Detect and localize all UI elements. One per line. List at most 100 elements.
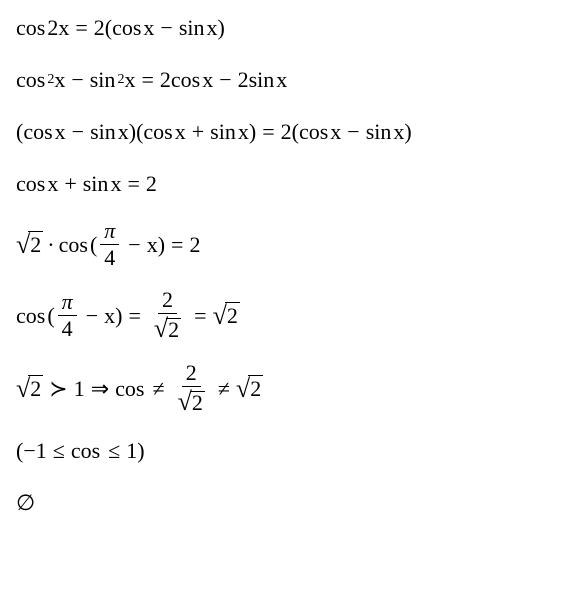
minus: − (128, 232, 140, 258)
sin: sin (83, 171, 109, 197)
le: ≤ (108, 438, 120, 464)
num: 2 (158, 289, 177, 314)
cos: cos (16, 15, 45, 41)
var: x (118, 119, 129, 145)
coef: 2 (160, 67, 171, 93)
var: x (393, 119, 404, 145)
lparen: ( (16, 119, 23, 145)
var: x (124, 67, 135, 93)
sqrt-2: √ 2 (236, 375, 263, 402)
equation-line-7: √ 2 ≻ 1 ⇒ cos ≠ 2 √ 2 ≠ √ 2 (16, 362, 552, 415)
sin: sin (90, 119, 116, 145)
dot: · (47, 232, 54, 258)
lparen: ( (16, 438, 23, 464)
two-over-root2: 2 √ 2 (174, 362, 209, 415)
neg1: −1 (23, 438, 46, 464)
var: x (143, 15, 154, 41)
coef: 2 (281, 119, 292, 145)
sqrt-2: √ 2 (16, 231, 43, 258)
var: x (330, 119, 341, 145)
sqrt-2: √ 2 (178, 389, 205, 415)
le: ≤ (53, 438, 65, 464)
coef: 2 (238, 67, 249, 93)
coef: 2 (94, 15, 105, 41)
cos: cos (16, 67, 45, 93)
cos: cos (112, 15, 141, 41)
one: 1 (126, 438, 137, 464)
radicand: 2 (225, 302, 240, 329)
four: 4 (58, 316, 77, 340)
equation-line-1: cos 2 x = 2 ( cos x − sin x ) (16, 12, 552, 44)
cos: cos (143, 119, 172, 145)
var: x (276, 67, 287, 93)
rparen: ) (129, 119, 136, 145)
var: x (147, 232, 158, 258)
rparen: ) (137, 438, 144, 464)
var: x (58, 15, 69, 41)
var: x (55, 119, 66, 145)
minus: − (219, 67, 231, 93)
coef: 2 (47, 15, 58, 41)
pi: π (100, 220, 119, 245)
cos: cos (16, 303, 45, 329)
sin: sin (366, 119, 392, 145)
two-over-root2: 2 √ 2 (150, 289, 185, 342)
minus: − (71, 67, 83, 93)
minus: − (347, 119, 359, 145)
cos: cos (16, 171, 45, 197)
lparen: ( (90, 232, 97, 258)
plus: + (192, 119, 204, 145)
cos: cos (71, 438, 100, 464)
equals: = (127, 171, 139, 197)
var: x (175, 119, 186, 145)
var: x (202, 67, 213, 93)
equals: = (75, 15, 87, 41)
equals: = (262, 119, 274, 145)
sin: sin (210, 119, 236, 145)
rparen: ) (158, 232, 165, 258)
succ: ≻ (49, 376, 67, 402)
rparen: ) (404, 119, 411, 145)
den: √ 2 (150, 314, 185, 342)
equation-line-5: √ 2 · cos ( π 4 − x ) = 2 (16, 220, 552, 269)
var: x (238, 119, 249, 145)
cos: cos (299, 119, 328, 145)
equals: = (171, 232, 183, 258)
pi: π (58, 291, 77, 316)
equation-line-8: ( −1 ≤ cos ≤ 1 ) (16, 435, 552, 467)
ne: ≠ (218, 376, 230, 402)
equals: = (141, 67, 153, 93)
radicand: 2 (190, 391, 205, 414)
plus: + (64, 171, 76, 197)
radicand: 2 (166, 318, 181, 341)
val: 2 (189, 232, 200, 258)
var: x (47, 171, 58, 197)
cos: cos (115, 376, 144, 402)
lparen: ( (292, 119, 299, 145)
lparen: ( (47, 303, 54, 329)
empty-set: ∅ (16, 490, 35, 516)
minus: − (86, 303, 98, 329)
var: x (54, 67, 65, 93)
var: x (110, 171, 121, 197)
cos: cos (171, 67, 200, 93)
sqrt-2: √ 2 (16, 375, 43, 402)
pi-over-4: π 4 (100, 220, 119, 269)
implies: ⇒ (91, 376, 109, 402)
equals: = (128, 303, 140, 329)
sin: sin (179, 15, 205, 41)
rparen: ) (218, 15, 225, 41)
var: x (104, 303, 115, 329)
equation-line-3: ( cos x − sin x ) ( cos x + sin x ) = 2 … (16, 116, 552, 148)
cos: cos (23, 119, 52, 145)
sqrt-2: √ 2 (213, 302, 240, 329)
sin: sin (90, 67, 116, 93)
var: x (207, 15, 218, 41)
minus: − (160, 15, 172, 41)
val: 2 (146, 171, 157, 197)
lparen: ( (105, 15, 112, 41)
four: 4 (100, 245, 119, 269)
one: 1 (74, 376, 85, 402)
pi-over-4: π 4 (58, 291, 77, 340)
rparen: ) (249, 119, 256, 145)
